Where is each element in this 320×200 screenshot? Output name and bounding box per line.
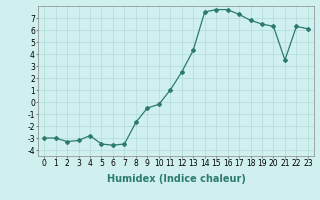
X-axis label: Humidex (Indice chaleur): Humidex (Indice chaleur) [107,174,245,184]
